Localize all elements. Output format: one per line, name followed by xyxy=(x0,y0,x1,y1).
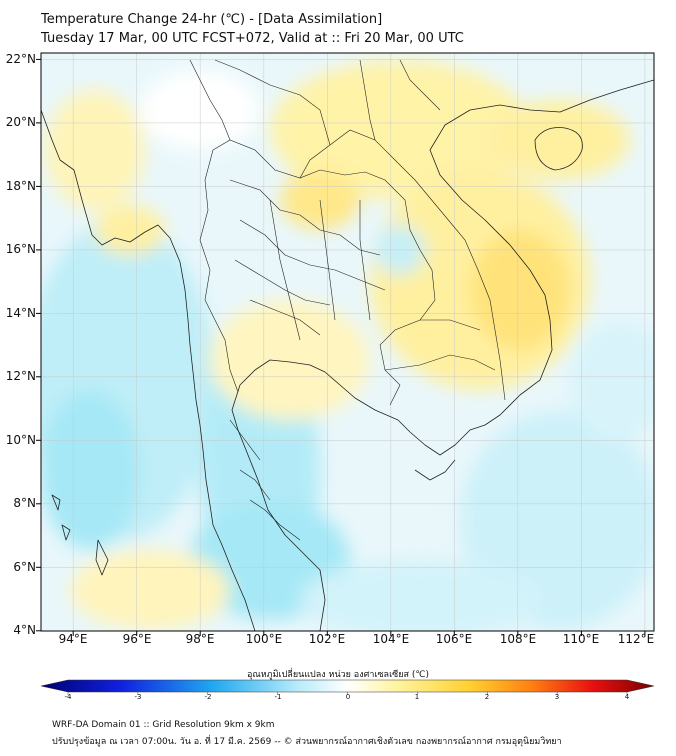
colorbar-label: 2 xyxy=(484,693,490,701)
colorbar-ticks xyxy=(67,692,628,695)
lon-label: 110°E xyxy=(562,632,600,646)
colorbar-label: -2 xyxy=(204,693,212,701)
temperature-field xyxy=(41,53,654,631)
lat-label: 8°N xyxy=(13,496,36,510)
lat-label: 14°N xyxy=(5,306,36,320)
colorbar-label: 3 xyxy=(554,693,560,701)
lon-label: 106°E xyxy=(435,632,473,646)
coastlines xyxy=(41,79,654,631)
map-frame xyxy=(40,52,655,632)
lat-label: 10°N xyxy=(5,433,36,447)
colorbar-label: 1 xyxy=(414,693,420,701)
lat-label: 22°N xyxy=(5,52,36,66)
lon-label: 100°E xyxy=(245,632,283,646)
footer-model-info: WRF-DA Domain 01 :: Grid Resolution 9km … xyxy=(52,720,275,730)
graticule xyxy=(41,53,654,631)
colorbar-label: 0 xyxy=(345,693,351,701)
lon-label: 108°E xyxy=(499,632,537,646)
lat-label: 20°N xyxy=(5,115,36,129)
lon-label: 94°E xyxy=(58,632,88,646)
lon-label: 102°E xyxy=(308,632,346,646)
lon-label: 104°E xyxy=(372,632,410,646)
lat-label: 12°N xyxy=(5,369,36,383)
colorbar-label: -1 xyxy=(274,693,282,701)
lat-label: 4°N xyxy=(13,623,36,637)
colorbar-label: -4 xyxy=(64,693,72,701)
lat-label: 18°N xyxy=(5,179,36,193)
colorbar-label: 4 xyxy=(624,693,630,701)
lat-label: 16°N xyxy=(5,242,36,256)
footer-credit: ปรับปรุงข้อมูล ณ เวลา 07:00น. วัน อ. ที่… xyxy=(52,737,562,747)
lon-label: 112°E xyxy=(617,632,655,646)
lon-label: 96°E xyxy=(122,632,152,646)
axis-ticks xyxy=(36,58,646,636)
lon-label: 98°E xyxy=(185,632,215,646)
colorbar-title: อุณหภูมิเปลี่ยนแปลง หน่วย องศาเซลเซียส (… xyxy=(246,670,430,680)
colorbar xyxy=(40,679,655,693)
chart-subtitle: Tuesday 17 Mar, 00 UTC FCST+072, Valid a… xyxy=(41,31,464,46)
colorbar-label: -3 xyxy=(134,693,142,701)
admin-borders xyxy=(189,59,506,541)
lat-label: 6°N xyxy=(13,560,36,574)
chart-title: Temperature Change 24-hr (℃) - [Data Ass… xyxy=(41,12,383,27)
